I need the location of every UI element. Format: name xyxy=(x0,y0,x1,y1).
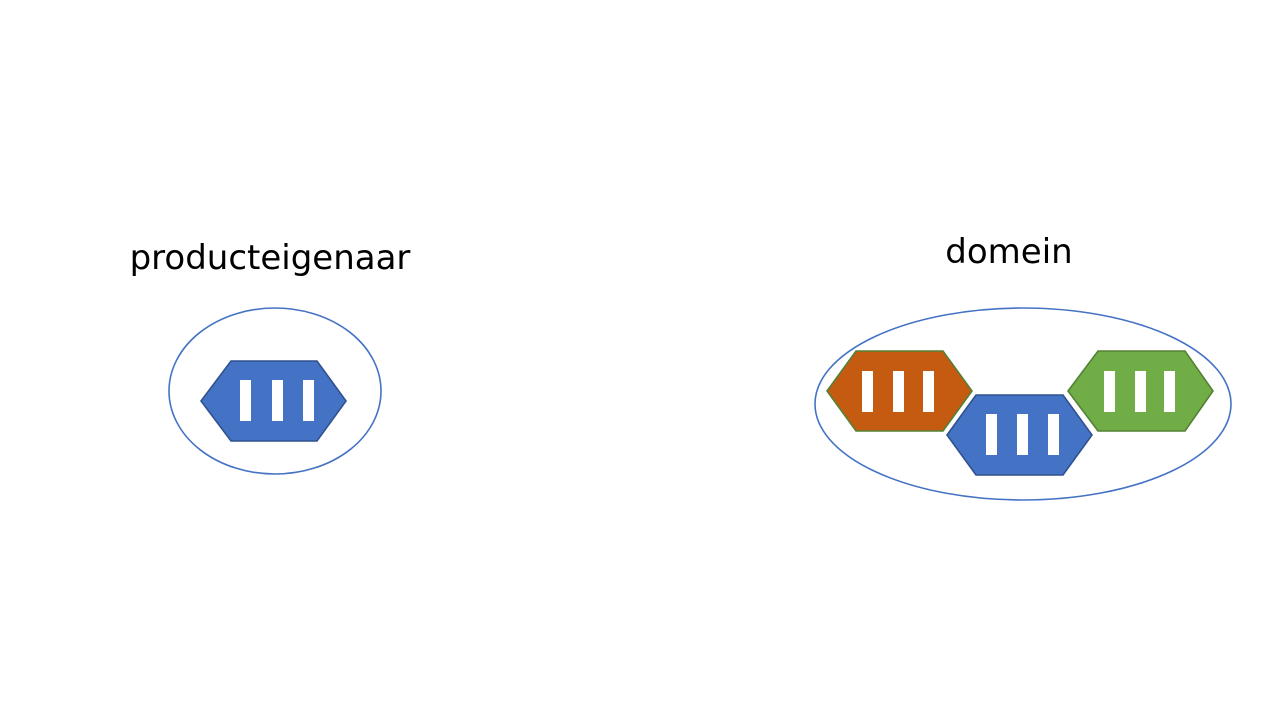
module-bar xyxy=(893,371,904,412)
right-orange-module xyxy=(826,350,973,432)
module-bar xyxy=(303,380,314,421)
module-bar xyxy=(1017,414,1028,455)
right-group-ellipse xyxy=(814,307,1232,501)
left-blue-module xyxy=(200,360,347,442)
right-blue-module xyxy=(946,394,1093,476)
module-bar xyxy=(1048,414,1059,455)
label-domein: domein xyxy=(945,232,1073,272)
module-bar xyxy=(1104,371,1115,412)
module-bar xyxy=(1135,371,1146,412)
module-bar xyxy=(272,380,283,421)
right-green-module xyxy=(1067,350,1214,432)
module-bar xyxy=(862,371,873,412)
module-bar xyxy=(986,414,997,455)
label-producteigenaar: producteigenaar xyxy=(129,238,411,278)
module-bar xyxy=(1164,371,1175,412)
left-group-ellipse xyxy=(168,307,382,475)
module-bar xyxy=(240,380,251,421)
module-bar xyxy=(923,371,934,412)
